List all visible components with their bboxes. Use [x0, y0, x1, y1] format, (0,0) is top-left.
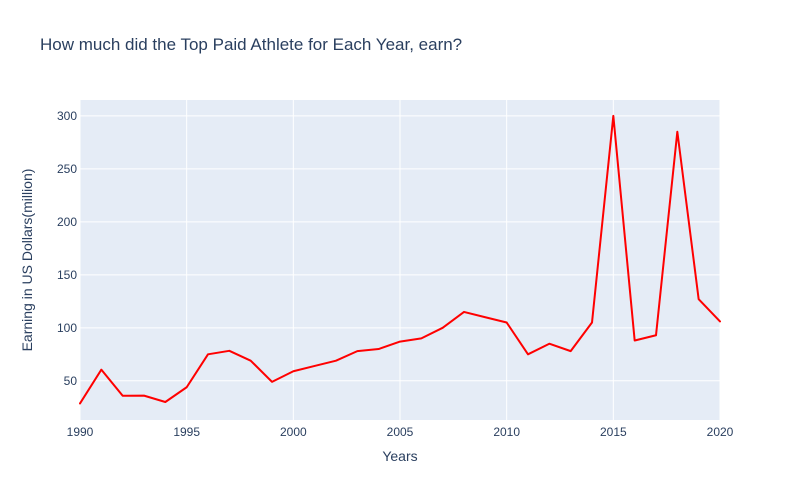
y-tick-label-200: 200 [57, 215, 77, 229]
x-tick-label-2000: 2000 [280, 425, 307, 439]
series-layer [79, 114, 721, 405]
series-line-0 [79, 114, 721, 405]
y-axis-title: Earning in US Dollars(million) [19, 169, 35, 352]
chart-title: How much did the Top Paid Athlete for Ea… [40, 35, 462, 54]
x-tick-label-2010: 2010 [493, 425, 520, 439]
y-tick-label-50: 50 [64, 374, 78, 388]
y-tick-label-100: 100 [57, 321, 77, 335]
grid-layer [79, 100, 721, 420]
y-tick-label-300: 300 [57, 109, 77, 123]
x-tick-label-1995: 1995 [173, 425, 200, 439]
y-tick-label-250: 250 [57, 162, 77, 176]
y-tick-label-150: 150 [57, 268, 77, 282]
x-axis-title: Years [382, 448, 417, 464]
x-tick-label-2015: 2015 [600, 425, 627, 439]
tick-layer: 1990 1995 2000 2005 2010 2015 2020 50 100 150 200 2… [57, 109, 734, 439]
x-tick-label-2020: 2020 [707, 425, 734, 439]
x-tick-label-1990: 1990 [67, 425, 94, 439]
x-tick-label-2005: 2005 [387, 425, 414, 439]
